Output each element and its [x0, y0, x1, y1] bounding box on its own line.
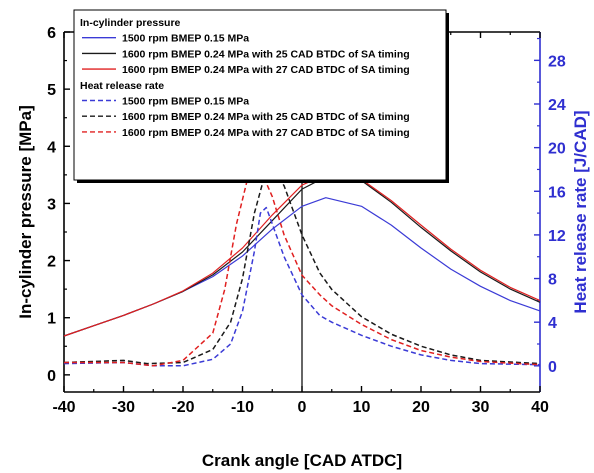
legend-entry: 1500 rpm BMEP 0.15 MPa	[122, 96, 249, 108]
x-axis-title: Crank angle [CAD ATDC]	[202, 451, 402, 470]
y2-tick-label: 4	[548, 315, 557, 332]
legend-entry: 1500 rpm BMEP 0.15 MPa	[122, 33, 249, 45]
y-tick-label: 4	[47, 139, 56, 156]
legend-entry: 1600 rpm BMEP 0.24 MPa with 27 CAD BTDC …	[122, 64, 410, 76]
y-tick-label: 5	[47, 82, 56, 99]
x-tick-label: -10	[231, 399, 254, 416]
y-axis-title: In-cylinder pressure [MPa]	[16, 105, 35, 319]
x-tick-label: -40	[52, 399, 75, 416]
x-tick-label: -30	[112, 399, 135, 416]
y2-tick-label: 0	[548, 359, 557, 376]
y2-tick-label: 24	[548, 97, 566, 114]
y-tick-label: 0	[47, 368, 56, 385]
legend-group-title: Heat release rate	[80, 80, 164, 92]
legend-entry: 1600 rpm BMEP 0.24 MPa with 25 CAD BTDC …	[122, 48, 410, 60]
legend: In-cylinder pressure 1500 rpm BMEP 0.15 M…	[74, 10, 449, 183]
y-tick-label: 2	[47, 254, 56, 271]
x-tick-label: 0	[298, 399, 307, 416]
x-tick-label: -20	[171, 399, 194, 416]
y2-tick-label: 8	[548, 272, 557, 289]
y-tick-label: 3	[47, 196, 56, 213]
y2-tick-label: 20	[548, 141, 566, 158]
y2-axis-title: Heat release rate [J/CAD]	[571, 110, 590, 313]
legend-group-title: In-cylinder pressure	[80, 17, 181, 29]
x-tick-label: 20	[412, 399, 430, 416]
y2-tick-label: 16	[548, 184, 566, 201]
y-tick-label: 1	[47, 311, 56, 328]
y-tick-label: 6	[47, 25, 56, 42]
legend-entry: 1600 rpm BMEP 0.24 MPa with 27 CAD BTDC …	[122, 127, 410, 139]
x-tick-label: 40	[531, 399, 549, 416]
y2-tick-label: 28	[548, 53, 566, 70]
x-tick-label: 30	[472, 399, 490, 416]
y2-tick-label: 12	[548, 228, 566, 245]
x-tick-label: 10	[353, 399, 371, 416]
legend-entry: 1600 rpm BMEP 0.24 MPa with 25 CAD BTDC …	[122, 111, 410, 123]
